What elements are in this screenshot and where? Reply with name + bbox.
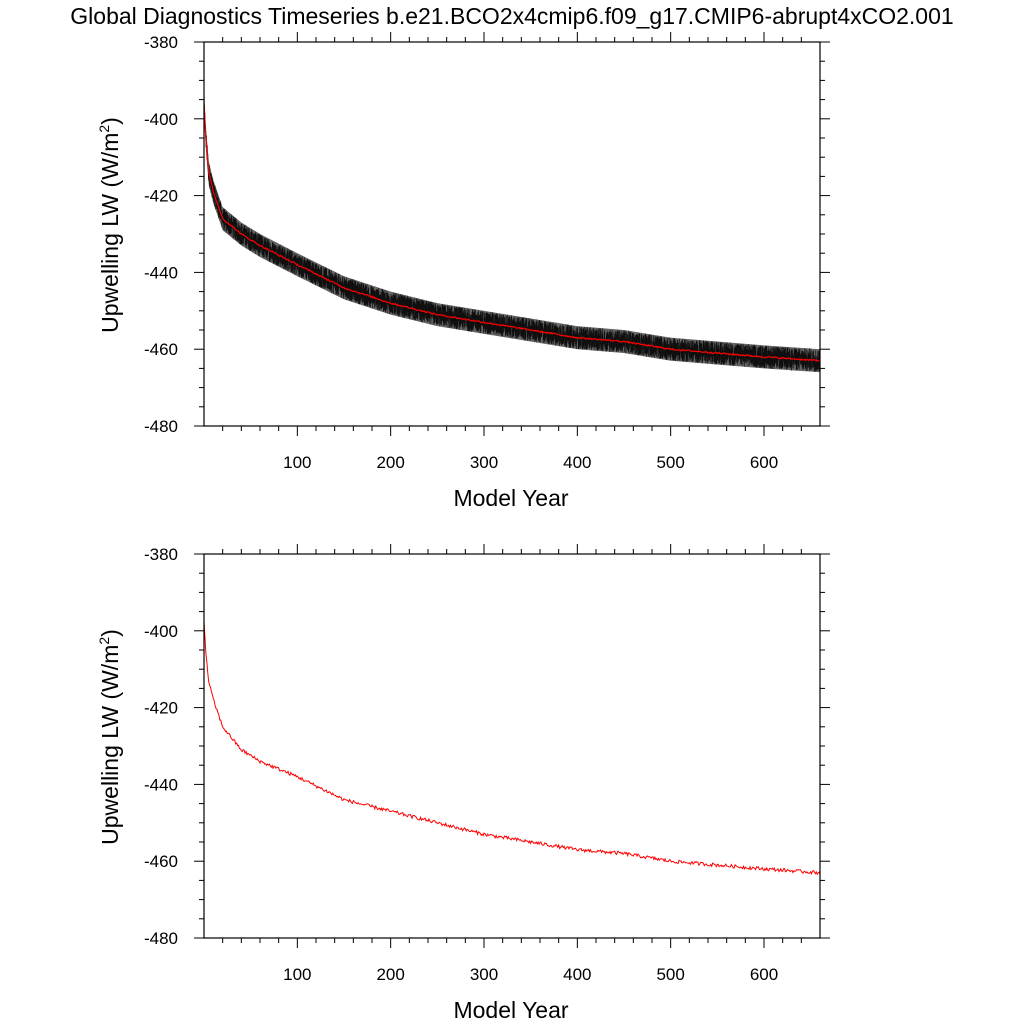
monthly-envelope [204, 91, 820, 373]
x-tick-label: 300 [470, 453, 498, 472]
x-tick-label: 100 [283, 453, 311, 472]
series-annual-line [204, 620, 820, 876]
y-tick-label: -440 [144, 775, 178, 794]
x-tick-label: 400 [563, 965, 591, 984]
plot-area [204, 620, 820, 876]
figure-title: Global Diagnostics Timeseries b.e21.BCO2… [70, 3, 954, 29]
y-tick-label: -420 [144, 187, 178, 206]
y-tick-label: -400 [144, 110, 178, 129]
y-tick-label: -380 [144, 33, 178, 52]
x-tick-label: 500 [656, 453, 684, 472]
plot-frame [203, 41, 821, 427]
y-tick-label: -460 [144, 852, 178, 871]
series-annual-line [204, 103, 820, 362]
x-tick-label: 200 [376, 453, 404, 472]
x-tick-label: 500 [656, 965, 684, 984]
y-tick-label: -420 [144, 699, 178, 718]
x-tick-label: 300 [470, 965, 498, 984]
y-tick-label: -400 [144, 622, 178, 641]
x-tick-label: 400 [563, 453, 591, 472]
x-tick-label: 600 [750, 453, 778, 472]
y-tick-label: -480 [144, 417, 178, 436]
x-tick-label: 200 [376, 965, 404, 984]
y-axis-title: Upwelling LW (W/m2) [96, 629, 123, 845]
y-tick-label: -480 [144, 929, 178, 948]
chart-panel-1: 100 200 300 400 500 600 -380 -400 -420 -440 -460 -4… [96, 32, 830, 511]
y-tick-label: -440 [144, 263, 178, 282]
plot-frame [203, 553, 821, 939]
x-tick-label: 600 [750, 965, 778, 984]
y-axis-title: Upwelling LW (W/m2) [96, 117, 123, 333]
series-monthly-line [204, 97, 820, 372]
x-axis-title: Model Year [453, 997, 568, 1023]
y-tick-label: -460 [144, 340, 178, 359]
plot-area [204, 91, 820, 373]
y-tick-label: -380 [144, 545, 178, 564]
x-tick-label: 100 [283, 965, 311, 984]
x-axis-title: Model Year [453, 485, 568, 511]
chart-panel-2: 100 200 300 400 500 600 -380 -400 -420 -440 -460 -4… [96, 544, 830, 1023]
